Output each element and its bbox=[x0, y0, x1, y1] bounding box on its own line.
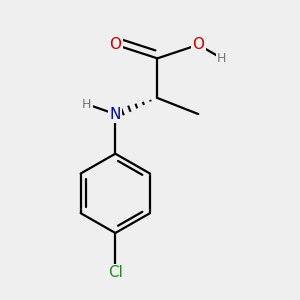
Text: Cl: Cl bbox=[108, 265, 123, 280]
Text: H: H bbox=[217, 52, 226, 65]
Text: O: O bbox=[192, 37, 204, 52]
Text: N: N bbox=[110, 106, 121, 122]
Text: O: O bbox=[109, 37, 121, 52]
Text: H: H bbox=[82, 98, 92, 111]
